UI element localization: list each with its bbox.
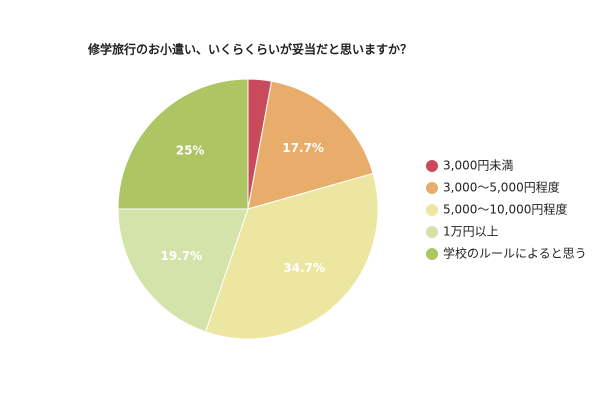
pie-slice [117,78,249,210]
chart-title: 修学旅行のお小遣い、いくらくらいが妥当だと思いますか？ [87,42,412,57]
legend-marker [426,182,438,194]
legend-marker [426,204,438,216]
legend-label: 学校のルールによると思う [443,246,587,261]
legend-marker [426,248,438,260]
data-label: 17.7% [282,141,324,155]
legend-label: 3,000〜5,000円程度 [443,180,560,195]
data-label: 25% [176,144,205,158]
data-label: 34.7% [283,261,325,275]
legend-marker [426,226,438,238]
legend-label: 1万円以上 [443,225,499,239]
legend-marker [426,160,438,172]
pie-slice [117,208,249,333]
pie-slice [204,172,379,340]
legend-label: 3,000円未満 [443,159,513,173]
data-label: 19.7% [160,249,202,263]
legend-label: 5,000〜10,000円程度 [443,202,567,217]
pie-slice [247,80,374,210]
